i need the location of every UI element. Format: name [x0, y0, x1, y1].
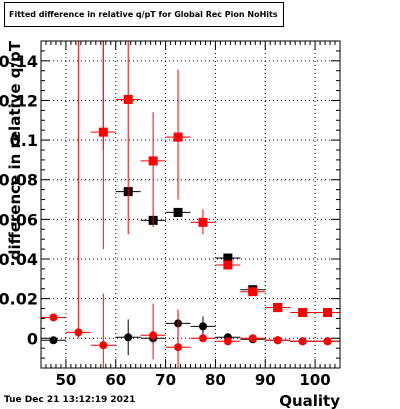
data-point-circle — [323, 337, 332, 346]
x-axis-label: Quality — [279, 392, 340, 409]
data-point-square — [148, 156, 158, 166]
data-point-square — [173, 132, 183, 142]
y-tick-label: 0.04 — [0, 250, 38, 269]
data-series — [115, 187, 291, 313]
data-point-square — [198, 217, 208, 227]
data-series — [77, 41, 104, 339]
data-series — [41, 293, 340, 368]
x-tick-label: 70 — [155, 371, 176, 389]
data-point-circle — [273, 336, 282, 345]
data-series — [90, 41, 340, 318]
y-tick-label: 0.14 — [0, 52, 38, 71]
data-point-square — [273, 303, 283, 313]
chart-title-box: Fitted difference in relative q/pT for G… — [4, 2, 284, 27]
data-point-square — [223, 260, 233, 270]
y-axis-label: difference in relative q/pT — [6, 40, 24, 260]
data-point-circle — [124, 333, 133, 342]
x-tick-label: 60 — [105, 371, 126, 389]
y-tick-label: 0.08 — [0, 171, 38, 190]
chart-title: Fitted difference in relative q/pT for G… — [9, 10, 278, 19]
data-point-circle — [49, 336, 58, 345]
data-point-circle — [99, 341, 108, 350]
data-point-circle — [298, 337, 307, 346]
x-tick-label: 90 — [255, 371, 276, 389]
data-point-square — [248, 287, 258, 297]
timestamp: Tue Dec 21 13:12:19 2021 — [4, 395, 136, 405]
plot-frame — [40, 40, 341, 369]
data-point-circle — [248, 334, 257, 343]
data-point-square — [123, 94, 133, 104]
y-tick-label: 0.02 — [0, 290, 38, 309]
data-point-square — [173, 207, 183, 217]
y-tick-label: 0.12 — [0, 91, 38, 110]
data-point-circle — [198, 334, 207, 343]
axes: 50 60 70 80 90 100 0 0.02 0.04 0.06 0.08 0.1 0.12 0.1… — [0, 41, 341, 389]
data-point-square — [223, 253, 233, 263]
data-point-circle — [174, 343, 183, 352]
data-point-circle — [223, 337, 232, 346]
x-tick-label: 100 — [299, 371, 330, 389]
data-point-square — [298, 308, 308, 318]
data-layer — [41, 41, 340, 368]
x-tick-label: 50 — [55, 371, 76, 389]
grid — [41, 41, 340, 368]
data-point-circle — [149, 331, 158, 340]
data-point-square — [323, 308, 333, 318]
y-tick-label: 0.1 — [10, 131, 38, 150]
y-tick-label: 0.06 — [0, 210, 38, 229]
x-tick-label: 80 — [205, 371, 226, 389]
y-tick-label: 0 — [27, 329, 38, 348]
data-point-circle — [198, 322, 207, 331]
data-point-circle — [49, 313, 58, 322]
data-series — [41, 313, 340, 356]
